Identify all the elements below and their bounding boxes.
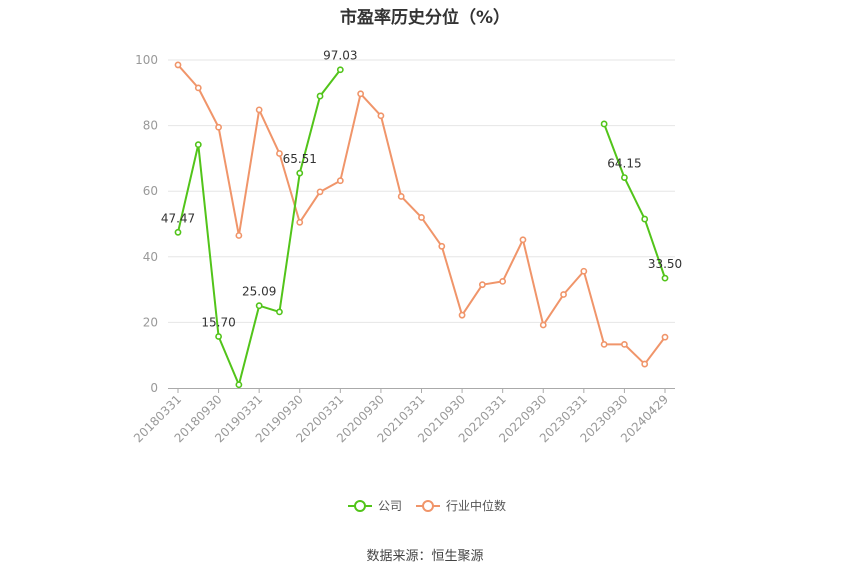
grid-lines (168, 59, 675, 323)
company-point (296, 169, 304, 177)
data-label: 64.15 (607, 157, 641, 171)
series-lines (177, 64, 666, 386)
series-points (174, 61, 669, 389)
company-point (235, 381, 243, 389)
y-tick-label: 80 (143, 119, 158, 133)
industry-median-point (276, 150, 283, 157)
company-point (174, 228, 182, 236)
industry-median-point (478, 281, 486, 289)
industry-median-point (621, 340, 628, 348)
y-tick-label: 20 (143, 315, 158, 329)
industry-median-point (519, 236, 527, 244)
industry-median-point (296, 218, 304, 226)
company-point (600, 120, 608, 128)
company-point (316, 92, 324, 100)
legend-item-industry-median: 行业中位数 (416, 498, 506, 513)
company-point (276, 308, 283, 316)
legend-marker (422, 500, 434, 512)
y-tick-label: 60 (143, 184, 158, 198)
industry-median-point (336, 177, 344, 185)
industry-median-point (174, 61, 182, 69)
company-line (603, 123, 666, 279)
company-line (177, 69, 342, 386)
company-point (255, 302, 263, 310)
industry-median-point (397, 193, 405, 200)
industry-median-point (255, 106, 263, 114)
industry-median-point (560, 291, 567, 298)
company-point (194, 141, 202, 149)
data-source: 数据来源：恒生聚源 (366, 549, 484, 564)
x-axis: 2018033120180930201903312019093020200331… (131, 388, 675, 445)
data-label: 25.09 (242, 285, 276, 299)
company-point (621, 174, 628, 181)
industry-median-point (641, 360, 649, 368)
y-tick-label: 0 (150, 381, 158, 395)
y-tick-label: 100 (135, 53, 158, 67)
industry-median-point (499, 277, 507, 285)
legend-label: 行业中位数 (446, 498, 506, 513)
company-point (215, 333, 222, 340)
industry-median-point (580, 267, 588, 275)
data-label: 47.47 (161, 211, 195, 225)
data-label: 97.03 (323, 49, 357, 63)
industry-median-point (194, 84, 202, 92)
data-label: 33.50 (648, 257, 682, 271)
industry-median-point (215, 123, 222, 131)
y-tick-label: 40 (143, 250, 158, 264)
industry-median-point (377, 112, 385, 120)
data-label: 65.51 (283, 152, 317, 166)
data-labels: 47.47 15.70 25.09 65.51 97.03 64.15 33.50 (161, 49, 682, 330)
industry-median-point (661, 333, 669, 341)
industry-median-point (600, 340, 608, 348)
industry-median-point (316, 188, 324, 196)
chart-title: 市盈率历史分位（%） (339, 8, 511, 28)
y-axis: 0 20 40 60 80 100 (135, 53, 158, 395)
legend-marker (354, 500, 366, 512)
industry-median-point (357, 90, 365, 98)
company-point (661, 274, 669, 282)
industry-median-point (438, 242, 446, 250)
industry-median-point (418, 214, 425, 221)
industry-median-point (458, 311, 466, 319)
company-point (336, 66, 344, 74)
industry-median-point (539, 321, 547, 329)
data-label: 15.70 (201, 316, 235, 330)
company-point (641, 215, 649, 223)
legend-item-company: 公司 (348, 499, 402, 513)
legend: 公司 行业中位数 (348, 498, 506, 513)
industry-median-point (235, 232, 243, 239)
legend-label: 公司 (378, 499, 402, 513)
